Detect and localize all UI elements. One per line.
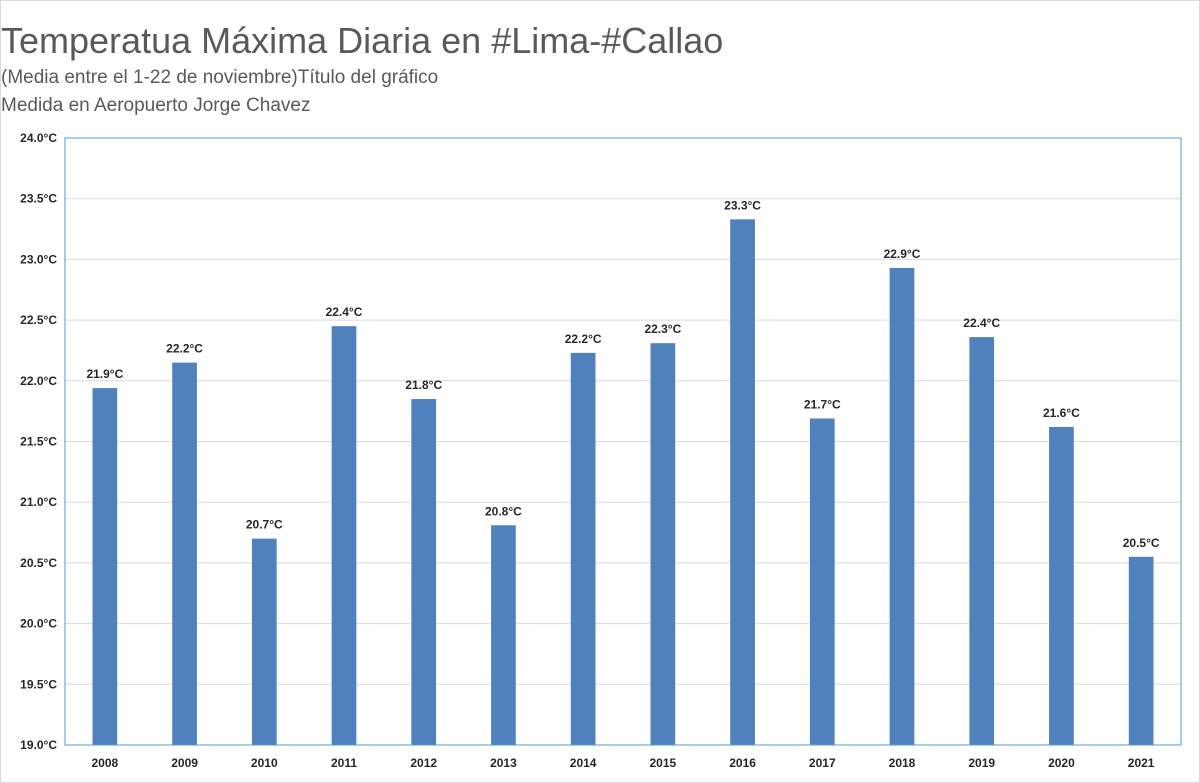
x-tick-label: 2015 (650, 756, 677, 770)
data-label: 21.8°C (405, 378, 442, 392)
chart-subtitle-location: Medida en Aeropuerto Jorge Chavez (1, 95, 311, 116)
y-tick-label: 20.5°C (20, 556, 57, 570)
x-tick-label: 2010 (251, 756, 278, 770)
x-tick-label: 2019 (968, 756, 995, 770)
x-tick-label: 2009 (171, 756, 198, 770)
x-tick-label: 2016 (729, 756, 756, 770)
x-tick-label: 2014 (570, 756, 597, 770)
data-label: 22.3°C (644, 322, 681, 336)
x-tick-label: 2021 (1128, 756, 1155, 770)
x-axis-ticks: 2008 2009 2010 2011 2012 2013 2014 2015 2016 2017… (92, 756, 1155, 770)
data-label: 22.2°C (565, 332, 602, 346)
bar (1049, 426, 1074, 745)
y-tick-label: 23.0°C (20, 252, 57, 266)
x-tick-label: 2012 (410, 756, 437, 770)
gridlines (65, 137, 1181, 746)
bar (411, 399, 437, 745)
data-label: 20.8°C (485, 504, 522, 518)
bar (730, 219, 755, 745)
chart-title: Temperatua Máxima Diaria en #Lima-#Calla… (1, 20, 724, 61)
data-label: 21.6°C (1043, 406, 1080, 420)
y-tick-label: 19.0°C (20, 738, 57, 752)
bar (251, 538, 277, 745)
data-label: 22.4°C (326, 305, 363, 319)
data-label: 20.7°C (246, 518, 283, 532)
y-tick-label: 23.5°C (20, 192, 57, 206)
y-tick-label: 22.5°C (20, 313, 57, 327)
bar (969, 337, 995, 745)
plot-area-border (64, 137, 1182, 746)
bar (1128, 556, 1154, 745)
bar (650, 343, 676, 745)
x-tick-label: 2011 (331, 756, 357, 770)
y-tick-label: 21.5°C (20, 435, 57, 449)
y-tick-label: 21.0°C (20, 495, 57, 509)
x-tick-label: 2017 (809, 756, 836, 770)
data-label: 21.9°C (86, 367, 123, 381)
data-label: 22.9°C (884, 247, 921, 261)
bars (92, 219, 1154, 745)
data-label: 21.7°C (804, 397, 841, 411)
data-label: 23.3°C (724, 198, 761, 212)
x-tick-label: 2020 (1048, 756, 1075, 770)
y-tick-label: 19.5°C (20, 677, 57, 691)
bar (92, 388, 118, 745)
data-labels: 21.9°C 22.2°C 20.7°C 22.4°C 21.8°C 20.8°C 22.2… (86, 198, 1159, 549)
x-tick-label: 2008 (92, 756, 119, 770)
y-tick-label: 24.0°C (20, 131, 57, 145)
y-tick-label: 22.0°C (20, 374, 57, 388)
data-label: 22.2°C (166, 342, 203, 356)
y-axis-ticks: 19.0°C 19.5°C 20.0°C 20.5°C 21.0°C 21.5°C 22.0… (20, 131, 57, 752)
bar (172, 362, 197, 745)
y-tick-label: 20.0°C (20, 617, 57, 631)
bar (570, 352, 596, 745)
bar (491, 525, 516, 745)
bar (331, 326, 357, 745)
data-label: 22.4°C (963, 316, 1000, 330)
data-label: 20.5°C (1123, 536, 1160, 550)
bar (809, 418, 835, 745)
chart-subtitle: (Media entre el 1-22 de noviembre)Título… (1, 67, 439, 88)
x-tick-label: 2018 (889, 756, 916, 770)
x-tick-label: 2013 (490, 756, 517, 770)
bar (889, 267, 915, 745)
